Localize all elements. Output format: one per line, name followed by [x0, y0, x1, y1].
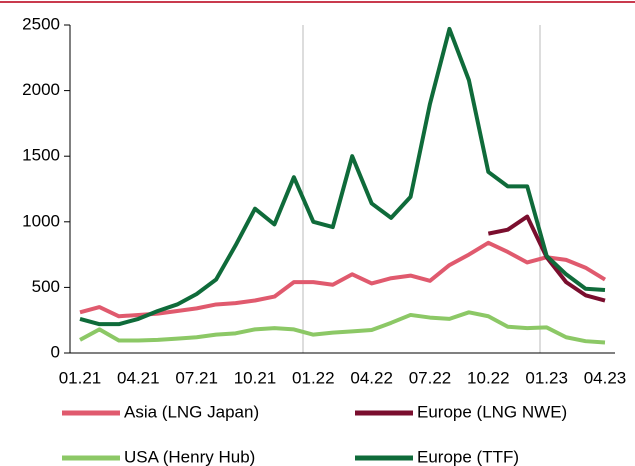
x-tick-label: 10.22: [467, 368, 510, 387]
x-tick-label: 01.23: [525, 368, 568, 387]
x-tick-label: 04.22: [350, 368, 393, 387]
y-tick-label: 1000: [22, 211, 60, 230]
x-tick-label: 07.22: [409, 368, 452, 387]
y-tick-label: 1500: [22, 146, 60, 165]
x-tick-label: 10.21: [234, 368, 277, 387]
y-tick-label: 2500: [22, 14, 60, 33]
legend-label: Europe (LNG NWE): [417, 402, 567, 421]
y-tick-label: 0: [51, 342, 60, 361]
x-tick-label: 07.21: [175, 368, 218, 387]
series-line: [79, 310, 606, 345]
legend-label: Asia (LNG Japan): [124, 402, 259, 421]
x-tick-label: 04.23: [584, 368, 627, 387]
x-tick-label: 01.21: [59, 368, 102, 387]
x-tick-label: 01.22: [292, 368, 335, 387]
y-tick-label: 500: [32, 277, 60, 296]
y-tick-label: 2000: [22, 80, 60, 99]
legend-label: Europe (TTF): [417, 447, 519, 466]
x-tick-label: 04.21: [117, 368, 160, 387]
series-line: [79, 240, 607, 319]
legend-label: USA (Henry Hub): [124, 447, 255, 466]
series-line: [79, 26, 606, 327]
